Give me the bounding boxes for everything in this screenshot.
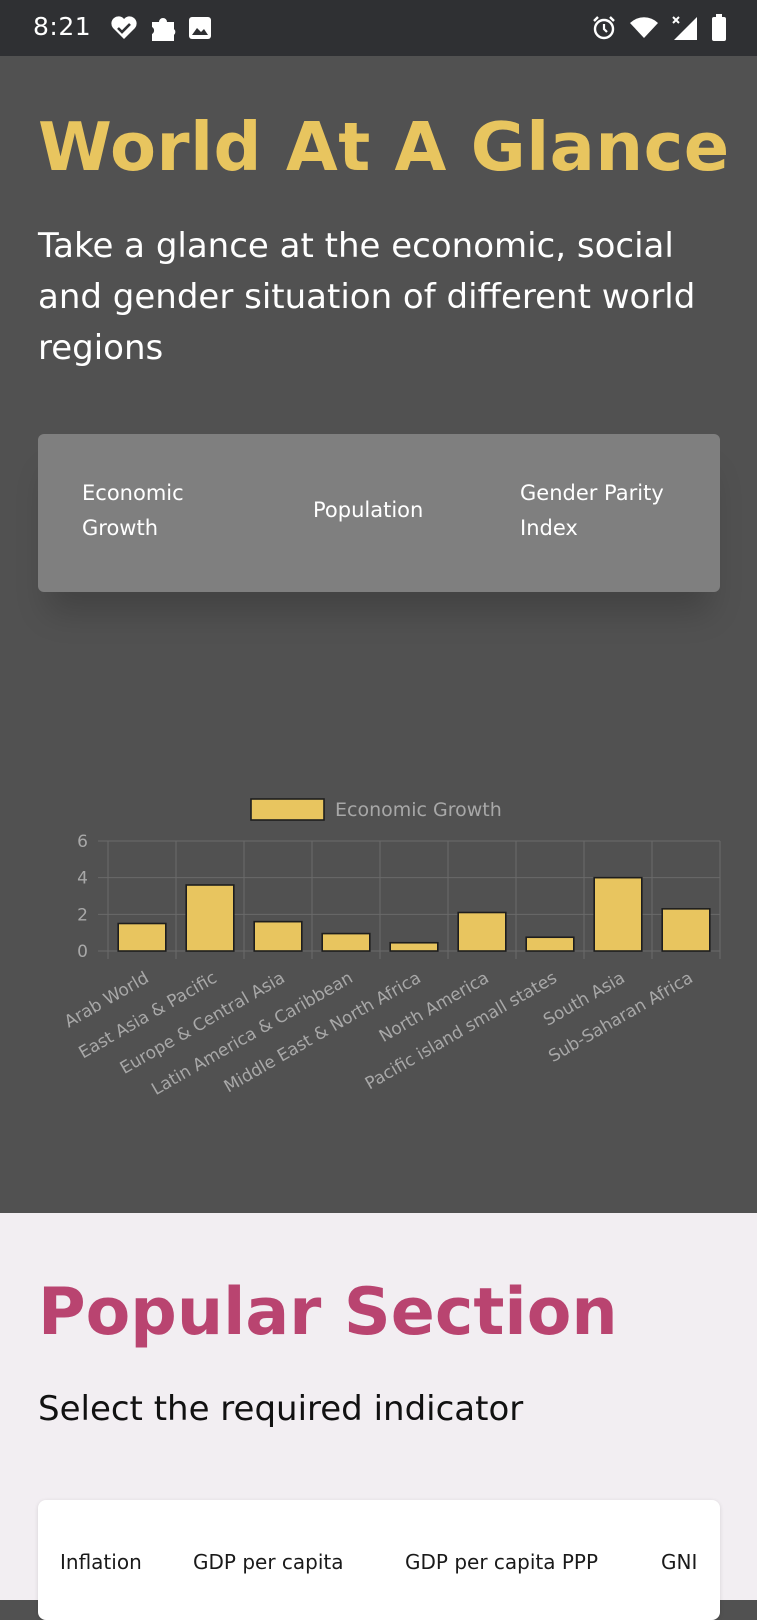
y-tick-label: 0 (77, 942, 88, 962)
battery-icon (711, 14, 727, 42)
signal-icon (671, 15, 699, 41)
economic-growth-chart: 0 2 4 6 Arab World East Asia & Pacific Europe … (0, 716, 757, 1116)
indicator-gdp-per-capita-ppp[interactable]: GDP per capita PPP (405, 1550, 599, 1574)
indicator-inflation[interactable]: Inflation (60, 1550, 142, 1574)
indicator-gni[interactable]: GNI (661, 1550, 698, 1574)
y-tick-label: 2 (77, 905, 88, 925)
legend-swatch (250, 798, 325, 821)
legend-label: Economic Growth (335, 799, 502, 821)
y-tick-label: 6 (77, 832, 88, 852)
bar (661, 908, 711, 952)
wifi-icon (629, 16, 659, 40)
image-icon (188, 16, 212, 40)
puzzle-icon (150, 14, 176, 42)
bar (593, 876, 643, 952)
status-bar: 8:21 (0, 0, 757, 56)
bar (457, 911, 507, 952)
bar (525, 936, 575, 952)
tab-gender-parity-index[interactable]: Gender Parity Index (520, 481, 664, 540)
indicator-gdp-per-capita[interactable]: GDP per capita (193, 1550, 344, 1574)
tab-population[interactable]: Population (313, 498, 424, 522)
bar (389, 941, 439, 952)
bar (117, 922, 167, 952)
indicator-selector: Inflation GDP per capita GDP per capita … (38, 1500, 720, 1620)
hero-subtitle: Take a glance at the economic, social an… (38, 226, 696, 368)
popular-title: Popular Section (38, 1275, 618, 1350)
popular-subtitle: Select the required indicator (38, 1389, 524, 1429)
popular-section: Popular Section Select the required indi… (0, 1213, 757, 1620)
bar (321, 932, 371, 952)
indicator-tabs: Economic Growth Population Gender Parity… (38, 434, 720, 592)
tab-economic-growth[interactable]: Economic Growth (82, 481, 184, 540)
y-tick-label: 4 (77, 869, 88, 889)
hero-title: World At A Glance (38, 108, 730, 186)
hero-section: World At A Glance Take a glance at the e… (0, 56, 757, 1213)
alarm-icon (591, 15, 617, 41)
bar (185, 884, 235, 952)
heart-check-icon (110, 15, 138, 41)
bar (253, 920, 303, 952)
status-time: 8:21 (33, 12, 92, 41)
